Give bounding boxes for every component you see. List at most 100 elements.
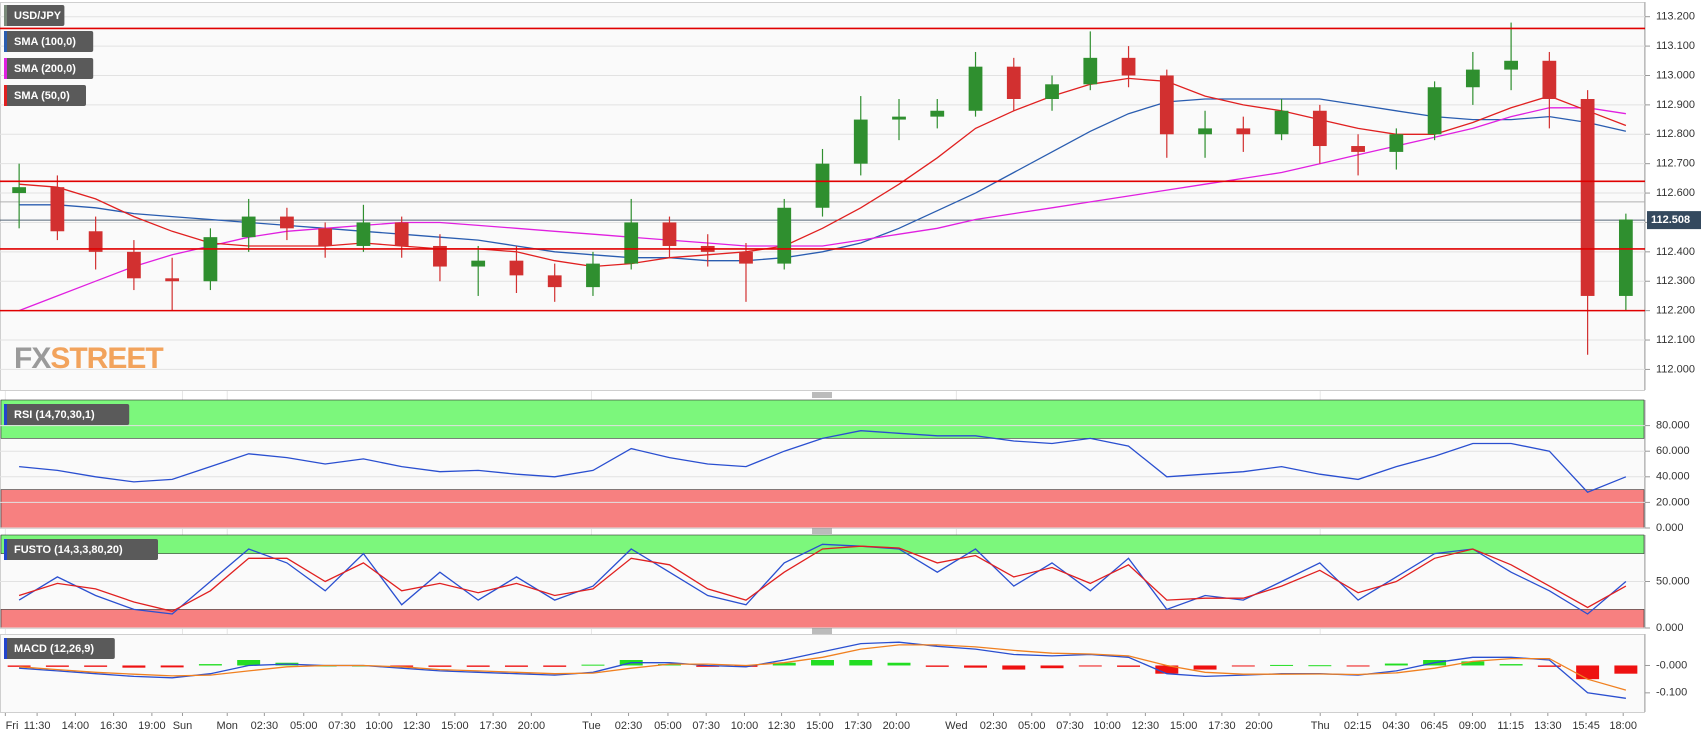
x-tick-label: Wed xyxy=(945,720,967,732)
legend-swatch xyxy=(4,5,7,26)
candle-body xyxy=(662,222,677,246)
x-tick-label: 02:15 xyxy=(1344,720,1372,732)
legend-box xyxy=(4,31,94,52)
x-tick-label: 20:00 xyxy=(883,720,911,732)
histogram-bar xyxy=(1308,665,1332,667)
candle-body xyxy=(968,66,983,111)
x-tick-label: 14:00 xyxy=(62,720,90,732)
legend-box xyxy=(4,404,130,425)
histogram-bar xyxy=(1614,665,1638,674)
histogram-bar xyxy=(237,660,261,666)
candle-body xyxy=(1083,57,1098,85)
histogram-bar xyxy=(1270,664,1294,666)
legend-item: RSI (14,70,30,1) xyxy=(4,404,130,425)
legend-box xyxy=(4,638,115,659)
legend-box xyxy=(4,85,86,106)
x-tick-label: 15:00 xyxy=(806,720,834,732)
x-tick-label: 13:30 xyxy=(1534,720,1562,732)
x-tick-label: 20:00 xyxy=(518,720,546,732)
histogram-bar xyxy=(1193,665,1217,670)
y-tick-label: 112.200 xyxy=(1656,305,1695,317)
legend-item: MACD (12,26,9) xyxy=(4,638,115,659)
x-tick-label: 02:30 xyxy=(615,720,643,732)
y-tick-label: 113.000 xyxy=(1656,69,1695,81)
x-tick-label: 10:00 xyxy=(365,720,393,732)
candle-body xyxy=(1580,99,1595,296)
histogram-bar xyxy=(1499,664,1523,666)
candle-body xyxy=(1159,75,1174,135)
histogram-bar xyxy=(198,664,222,666)
legend-swatch xyxy=(4,404,7,425)
legend-box xyxy=(4,5,65,26)
candle-body xyxy=(815,163,830,208)
x-tick-label: 07:30 xyxy=(1056,720,1084,732)
histogram-bar xyxy=(887,662,911,666)
histogram-bar xyxy=(849,660,873,666)
x-tick-label: 11:15 xyxy=(1497,720,1524,732)
candle-body xyxy=(356,222,371,246)
histogram-bar xyxy=(772,662,796,666)
candle-body xyxy=(739,251,753,264)
candle-body xyxy=(12,187,27,194)
watermark-fx: FX xyxy=(14,342,51,375)
x-tick-label: 05:00 xyxy=(290,720,318,732)
legend-swatch xyxy=(4,539,7,560)
candle-body xyxy=(318,228,333,246)
y-tick-label: 112.300 xyxy=(1656,275,1695,287)
histogram-bar xyxy=(696,665,720,667)
y-tick-label: 80.000 xyxy=(1656,420,1690,432)
histogram-bar xyxy=(1117,665,1141,667)
histogram-bar xyxy=(1346,665,1370,667)
x-tick-label: Sun xyxy=(173,720,193,732)
candle-body xyxy=(471,260,486,267)
x-tick-label: 12:30 xyxy=(1132,720,1160,732)
legend-swatch xyxy=(4,85,7,106)
candle-body xyxy=(203,237,218,282)
candle-body xyxy=(1045,84,1059,99)
x-tick-label: 11:30 xyxy=(24,720,51,732)
candle-body xyxy=(280,216,294,229)
zone xyxy=(0,609,1645,629)
y-tick-label: 0.000 xyxy=(1656,622,1684,634)
histogram-bar xyxy=(811,660,834,666)
histogram-bar xyxy=(7,665,31,667)
legend-item: SMA (200,0) xyxy=(4,58,94,79)
candle-body xyxy=(394,222,409,246)
histogram-bar xyxy=(1155,665,1179,674)
x-tick-label: 20:00 xyxy=(1245,720,1273,732)
legend-label: SMA (100,0) xyxy=(14,36,76,48)
y-tick-label: 112.100 xyxy=(1656,334,1695,346)
x-tick-label: 02:30 xyxy=(251,720,279,732)
histogram-bar xyxy=(466,665,490,667)
y-tick-label: 112.600 xyxy=(1656,187,1695,199)
x-tick-label: 05:00 xyxy=(654,720,682,732)
macd-line xyxy=(19,644,1627,691)
watermark: FXSTREET xyxy=(14,342,163,375)
zone xyxy=(0,489,1645,529)
candle-body xyxy=(624,222,639,264)
candle-body xyxy=(853,119,868,164)
histogram-bar xyxy=(581,664,605,666)
candle-body xyxy=(1312,110,1327,147)
histogram-bar xyxy=(1384,663,1408,666)
x-tick-label: 09:00 xyxy=(1459,720,1487,732)
x-tick-label: 17:30 xyxy=(844,720,872,732)
x-tick-label: 15:45 xyxy=(1572,720,1600,732)
legend-swatch xyxy=(4,638,7,659)
candle-body xyxy=(777,207,792,264)
candle-body xyxy=(1618,219,1633,296)
candle-body xyxy=(165,278,180,282)
y-tick-label: -0.100 xyxy=(1656,687,1687,699)
legend-label: FUSTO (14,3,3,80,20) xyxy=(14,544,123,556)
histogram-bar xyxy=(543,665,567,667)
legend-swatch xyxy=(4,58,7,79)
panel-frame xyxy=(0,634,1645,713)
x-tick-label: 12:30 xyxy=(403,720,431,732)
x-tick-label: Fri xyxy=(6,720,19,732)
y-tick-label: 112.700 xyxy=(1656,158,1695,170)
histogram-bar xyxy=(428,665,452,667)
candle-body xyxy=(930,110,945,117)
candle-body xyxy=(50,187,65,232)
legend-label: SMA (200,0) xyxy=(14,63,76,75)
